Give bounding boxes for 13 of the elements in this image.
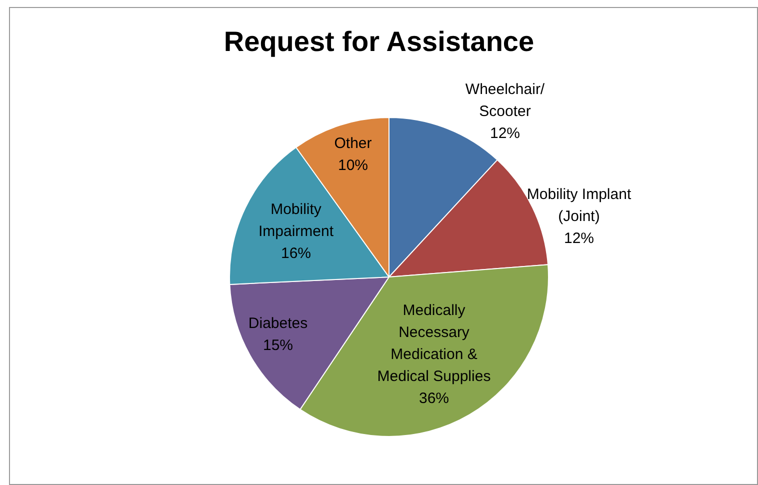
data-label: 15%: [262, 337, 294, 354]
data-label: 12%: [564, 230, 594, 248]
data-label: 36%: [418, 390, 450, 408]
slice-label: Diabetes: [248, 315, 308, 332]
data-label: 16%: [280, 245, 312, 262]
slice-label: Wheelchair/ Scooter: [465, 81, 546, 120]
slice-label: Mobility Implant (Joint): [526, 186, 632, 226]
chart-title: Request for Assistance: [222, 26, 536, 58]
slice-label: Medically Necessary Medication & Medical Supplies: [377, 302, 491, 386]
slice-label: Other: [334, 135, 372, 152]
data-label: 12%: [490, 125, 520, 142]
slice-label: Mobility Impairment: [258, 201, 334, 240]
data-label: 10%: [338, 157, 368, 174]
